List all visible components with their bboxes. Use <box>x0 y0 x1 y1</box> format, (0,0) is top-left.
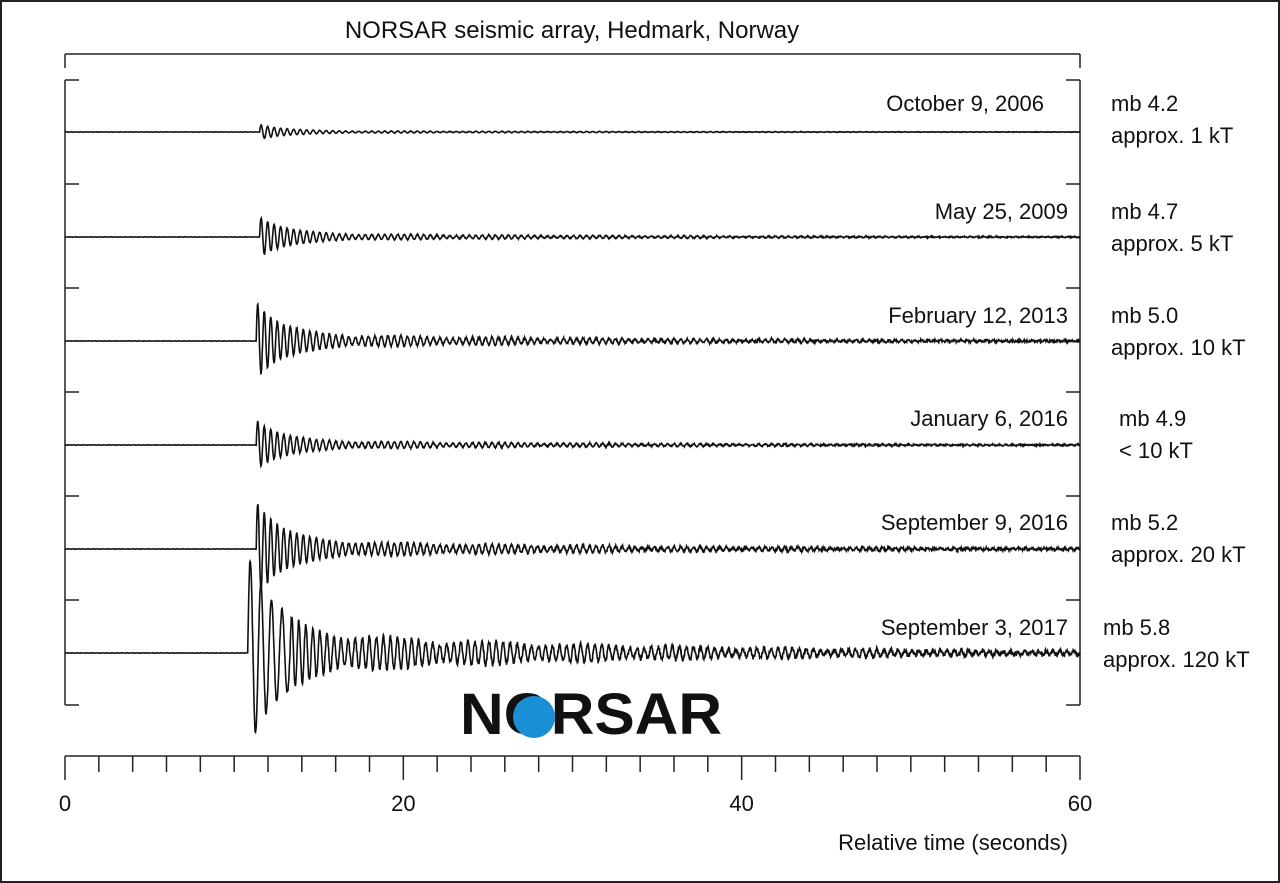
trace-yield-label: approx. 120 kT <box>1103 647 1250 672</box>
x-tick-label: 40 <box>729 791 753 816</box>
trace-yield-label: approx. 1 kT <box>1111 123 1233 148</box>
logo-wordmark: NORSAR <box>460 682 722 747</box>
traces-panel <box>64 53 1081 706</box>
x-tick-label: 60 <box>1068 791 1092 816</box>
trace-yield-label: approx. 5 kT <box>1111 231 1233 256</box>
trace-magnitude-label: mb 5.2 <box>1111 510 1178 535</box>
x-tick-label: 0 <box>59 791 71 816</box>
trace-magnitude-label: mb 4.7 <box>1111 199 1178 224</box>
trace-line <box>65 420 1081 469</box>
trace-date-label: September 3, 2017 <box>881 615 1068 640</box>
trace-yield-label: approx. 10 kT <box>1111 335 1246 360</box>
logo-circle <box>513 696 555 738</box>
trace-date-label: January 6, 2016 <box>910 406 1068 431</box>
trace-line <box>64 504 1081 593</box>
trace-labels: October 9, 2006 mb 4.2 approx. 1 kT May 25,… <box>881 91 1250 672</box>
trace-magnitude-label: mb 4.2 <box>1111 91 1178 116</box>
x-axis: 0 20 40 60 <box>59 755 1092 816</box>
trace-date-label: May 25, 2009 <box>935 199 1068 224</box>
trace-date-label: February 12, 2013 <box>888 303 1068 328</box>
trace-yield-label: < 10 kT <box>1119 438 1193 463</box>
trace-line <box>65 558 1081 735</box>
x-axis-label: Relative time (seconds) <box>838 830 1068 855</box>
trace-magnitude-label: mb 5.8 <box>1103 615 1170 640</box>
trace-magnitude-label: mb 4.9 <box>1119 406 1186 431</box>
trace-date-label: September 9, 2016 <box>881 510 1068 535</box>
chart-title: NORSAR seismic array, Hedmark, Norway <box>345 17 799 44</box>
trace-date-label: October 9, 2006 <box>886 91 1044 116</box>
trace-magnitude-label: mb 5.0 <box>1111 303 1178 328</box>
trace-line <box>65 215 1081 256</box>
seismogram-traces <box>64 123 1081 735</box>
norsar-logo: NORSAR <box>460 682 722 747</box>
trace-yield-label: approx. 20 kT <box>1111 542 1246 567</box>
x-tick-label: 20 <box>391 791 415 816</box>
trace-line <box>64 301 1081 375</box>
trace-line <box>64 123 1081 140</box>
